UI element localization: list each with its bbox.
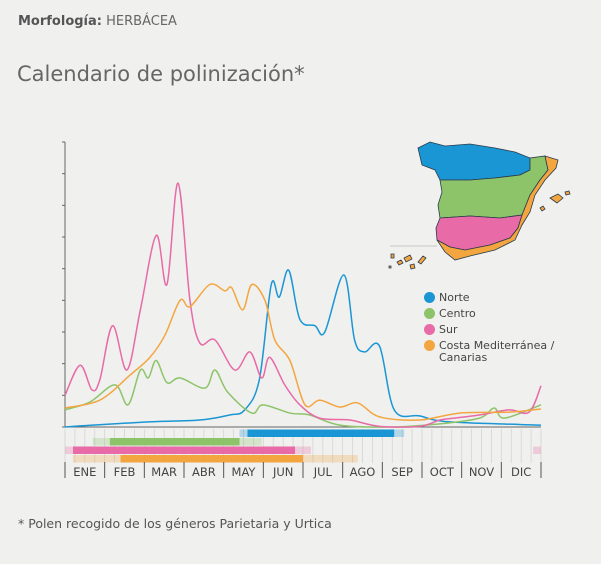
legend-dot-costa	[424, 340, 435, 351]
series-line-centro	[64, 359, 542, 428]
map-region-norte	[417, 141, 531, 181]
morphology-value: HERBÁCEA	[106, 14, 177, 29]
calendar-bar-light	[394, 429, 405, 437]
calendar-bar	[109, 438, 240, 446]
legend-label: Centro	[439, 307, 476, 320]
legend-dot-centro	[424, 308, 435, 319]
spain-region-map	[388, 141, 571, 270]
calendar-bar-light	[92, 438, 110, 446]
calendar-bar-light	[72, 455, 121, 463]
month-label: AGO	[350, 465, 376, 479]
month-label: MAR	[151, 465, 177, 479]
legend: Norte Centro Sur Costa Mediterránea / Ca…	[424, 292, 559, 368]
morphology: Morfología: HERBÁCEA	[18, 14, 177, 29]
month-label: FEB	[114, 465, 136, 479]
calendar-bar-light	[239, 438, 262, 446]
legend-item-costa: Costa Mediterránea / Canarias	[424, 340, 559, 364]
month-label: JUN	[272, 465, 293, 479]
calendar-bar-light	[65, 446, 73, 454]
legend-dot-sur	[424, 324, 435, 335]
legend-item-sur: Sur	[424, 324, 559, 336]
map-balearic-islands	[539, 190, 571, 212]
calendar-bar-light	[303, 455, 358, 463]
month-label: ENE	[73, 465, 96, 479]
calendar-bar	[120, 455, 304, 463]
series-line-costa	[64, 283, 542, 421]
legend-item-centro: Centro	[424, 308, 559, 320]
legend-label: Sur	[439, 323, 458, 336]
month-label: OCT	[430, 465, 455, 479]
calendar-bar-light	[239, 429, 248, 437]
map-canary-islands	[388, 253, 427, 270]
calendar-bar	[247, 429, 395, 437]
legend-item-norte: Norte	[424, 292, 559, 304]
map-region-costa	[436, 155, 559, 261]
series-line-sur	[64, 182, 542, 428]
series-line-norte	[64, 269, 542, 428]
month-label: DIC	[511, 465, 531, 479]
month-label: SEP	[391, 465, 413, 479]
legend-dot-norte	[424, 292, 435, 303]
page-title: Calendario de polinización*	[17, 62, 305, 86]
legend-label: Norte	[439, 291, 470, 304]
month-label: ABR	[192, 465, 216, 479]
map-region-sur	[435, 214, 523, 251]
morphology-label: Morfología:	[18, 14, 102, 29]
month-label: JUL	[313, 465, 333, 479]
month-label: NOV	[469, 465, 494, 479]
calendar-bar-light	[533, 446, 541, 454]
legend-label: Costa Mediterránea / Canarias	[439, 339, 555, 364]
calendar-bar	[72, 446, 296, 454]
footnote: * Polen recogido de los géneros Parietar…	[18, 516, 332, 531]
month-label: MAY	[232, 465, 257, 479]
calendar-bar-light	[295, 446, 311, 454]
